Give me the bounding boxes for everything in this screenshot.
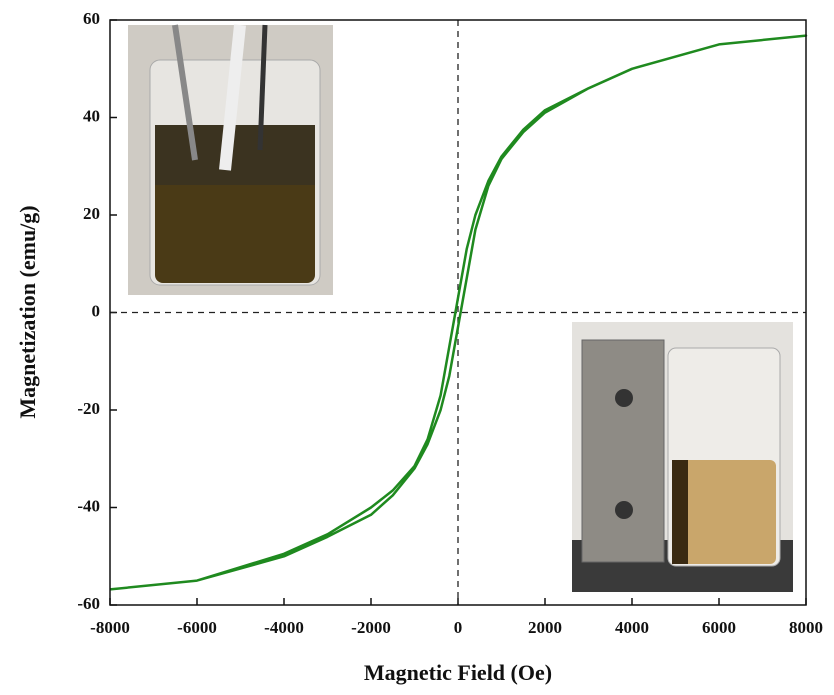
x-axis-label: Magnetic Field (Oe): [364, 660, 552, 685]
x-tick-label: 8000: [789, 618, 823, 637]
plot-frame: [109, 19, 807, 606]
y-tick-label: 40: [83, 106, 100, 125]
y-tick-label: 60: [83, 9, 100, 28]
x-tick-label: 0: [454, 618, 463, 637]
x-tick-label: 2000: [528, 618, 562, 637]
y-tick-label: -40: [77, 496, 100, 515]
x-tick-label: -2000: [351, 618, 391, 637]
y-tick-label: -60: [77, 594, 100, 613]
inset-photo-beaker: [128, 24, 333, 295]
inset-photo-magnet: [572, 322, 793, 592]
y-axis-label: Magnetization (emu/g): [15, 205, 40, 418]
y-tick-label: -20: [77, 399, 100, 418]
x-tick-label: -8000: [90, 618, 130, 637]
x-tick-label: -6000: [177, 618, 217, 637]
y-tick-label: 20: [83, 204, 100, 223]
x-tick-label: 4000: [615, 618, 649, 637]
x-tick-label: 6000: [702, 618, 736, 637]
x-tick-label: -4000: [264, 618, 304, 637]
y-tick-label: 0: [92, 301, 101, 320]
